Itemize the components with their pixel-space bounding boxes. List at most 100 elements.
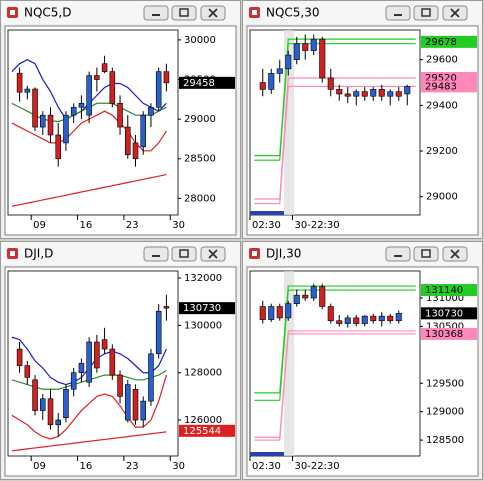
candle-body (125, 126, 131, 156)
window-title: NQC5,30 (266, 6, 320, 20)
glyph (421, 8, 431, 17)
glyph (421, 249, 431, 258)
candle-body (268, 306, 275, 320)
candle-body (70, 372, 77, 390)
x-tick-label: 16 (80, 461, 93, 472)
candle-body (387, 315, 394, 322)
candle-body (109, 71, 116, 104)
glyph (450, 8, 460, 18)
restore-button[interactable] (413, 5, 439, 21)
candle-body (163, 71, 170, 84)
candle-body (125, 384, 131, 421)
price-label: 130730 (183, 303, 221, 314)
candle-body (310, 38, 317, 51)
candle-body (293, 43, 300, 60)
candle-body (327, 306, 334, 322)
minimize-button[interactable] (143, 5, 169, 21)
price-label: 29483 (425, 81, 457, 92)
candle-body (302, 43, 309, 51)
candle-body (404, 86, 411, 95)
x-tick-label: 23 (126, 220, 139, 231)
chart-window: DJI,D 126000 128000 130000 132000 09 16 23 30 130… (0, 241, 241, 480)
candle-body (39, 114, 46, 128)
candle-body (132, 142, 139, 160)
price-label: 29520 (425, 73, 457, 84)
candle-body (70, 106, 77, 116)
candle-body (302, 294, 309, 299)
minimize-button[interactable] (385, 5, 411, 21)
candle-body (101, 63, 108, 72)
y-tick-label: 130500 (426, 321, 464, 332)
price-label-box (179, 76, 235, 89)
candle-body (24, 88, 31, 93)
x-tick-label: 16 (80, 220, 93, 231)
candle-body (319, 38, 326, 79)
candle-body (101, 339, 108, 350)
indicator-line (254, 333, 416, 441)
price-label-box (179, 424, 235, 437)
candle-body (395, 313, 402, 322)
plot-frame (249, 270, 421, 457)
candle-body (94, 341, 100, 369)
y-tick-label: 29000 (426, 192, 458, 203)
glyph (208, 8, 218, 18)
window-title: NQC5,D (24, 6, 72, 20)
candle-body (148, 353, 154, 402)
glyph (152, 14, 160, 16)
candle-body (55, 419, 62, 426)
candle-body (63, 388, 69, 418)
candle-body (86, 341, 92, 383)
chart-window: NQC5,D2800028500290002950030000091623302… (0, 0, 241, 239)
candle-body (285, 303, 292, 319)
candle-body (78, 102, 85, 108)
candle-body (47, 398, 54, 426)
minimize-button[interactable] (385, 246, 411, 262)
candle-body (47, 114, 54, 136)
window-icon-inner (10, 251, 15, 256)
price-label: 130368 (425, 329, 463, 340)
y-tick-label: 29400 (426, 100, 458, 111)
session-shade (284, 271, 295, 456)
glyph (208, 249, 218, 259)
y-tick-label: 29200 (426, 146, 458, 157)
restore-button[interactable] (413, 246, 439, 262)
candle-body (387, 91, 394, 97)
candle-body (109, 348, 116, 376)
restore-button[interactable] (171, 5, 197, 21)
restore-button[interactable] (171, 246, 197, 262)
x-tick-label: 02:30 (252, 461, 281, 472)
candle-body (16, 72, 23, 93)
window-title: DJI,D (24, 247, 53, 261)
session-bar (250, 452, 284, 456)
indicator-line (254, 289, 416, 401)
x-tick-label: 09 (33, 461, 46, 472)
candle-body (39, 398, 46, 411)
candle-body (293, 294, 300, 304)
indicator-line (11, 174, 167, 207)
price-label: 131140 (425, 285, 463, 296)
x-tick-label: 30 (172, 461, 185, 472)
x-tick-label: 02:30 (252, 220, 281, 231)
x-tick-label: 30-22:30 (295, 461, 340, 472)
chart-window: NQC5,30 29000 29200 29400 29600 02:30 30-22:30… (242, 0, 483, 239)
candle-body (94, 75, 100, 80)
price-label: 29458 (183, 78, 215, 89)
minimize-button[interactable] (143, 246, 169, 262)
candle-body (353, 91, 360, 97)
candle-body (78, 362, 85, 374)
candle-body (353, 317, 360, 324)
candle-body (86, 75, 92, 116)
window-icon-inner (252, 251, 257, 256)
window-icon-inner (10, 10, 15, 15)
indicator-line (11, 431, 167, 452)
y-tick-label: 29600 (426, 55, 458, 66)
price-label-box (421, 35, 477, 48)
candle-body (336, 320, 343, 324)
y-tick-label: 29000 (184, 114, 216, 125)
candle-body (370, 315, 377, 322)
candle-body (344, 317, 351, 324)
plot-frame (249, 29, 421, 216)
price-label: 130730 (425, 308, 463, 319)
candle-body (285, 54, 292, 70)
